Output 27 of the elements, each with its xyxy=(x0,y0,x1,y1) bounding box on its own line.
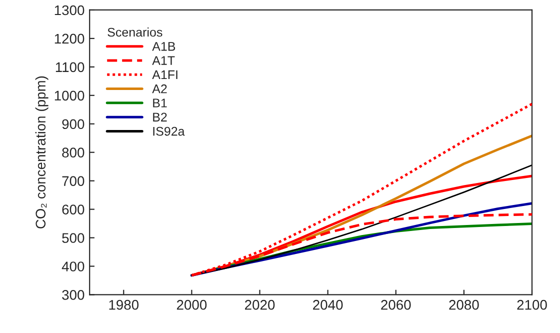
y-tick-label: 900 xyxy=(62,119,84,130)
x-tick-label: 1980 xyxy=(109,300,139,310)
x-tick-label: 2060 xyxy=(381,300,411,310)
legend-label: B1 xyxy=(153,98,167,108)
x-tick-label: 2080 xyxy=(449,300,479,310)
x-tick-label: 2020 xyxy=(245,300,275,310)
y-axis-title: CO₂ concentration (ppm) xyxy=(35,76,48,228)
y-tick-label: 400 xyxy=(62,262,84,272)
y-tick-label: 1300 xyxy=(54,5,84,16)
x-tick-label: 2040 xyxy=(313,300,343,310)
y-tick-label: 500 xyxy=(62,233,84,243)
y-tick-label: 1000 xyxy=(54,90,84,101)
legend-label: A1B xyxy=(152,42,176,51)
y-tick-label: 1100 xyxy=(56,62,84,72)
legend-label: A1FI xyxy=(152,70,178,80)
legend-label: IS92a xyxy=(153,126,185,136)
y-tick-label: 600 xyxy=(62,204,84,214)
legend-title: Scenarios xyxy=(108,27,162,37)
y-tick-label: 700 xyxy=(62,176,84,186)
y-tick-label: 300 xyxy=(62,290,84,300)
y-tick-label: 800 xyxy=(62,148,84,158)
x-tick-label: 2000 xyxy=(176,300,207,310)
x-tick-label: 2100 xyxy=(517,300,547,310)
y-tick-label: 1200 xyxy=(54,34,84,44)
legend-label: A1T xyxy=(152,56,175,65)
legend-label: B2 xyxy=(153,112,167,122)
legend-label: A2 xyxy=(152,84,167,94)
